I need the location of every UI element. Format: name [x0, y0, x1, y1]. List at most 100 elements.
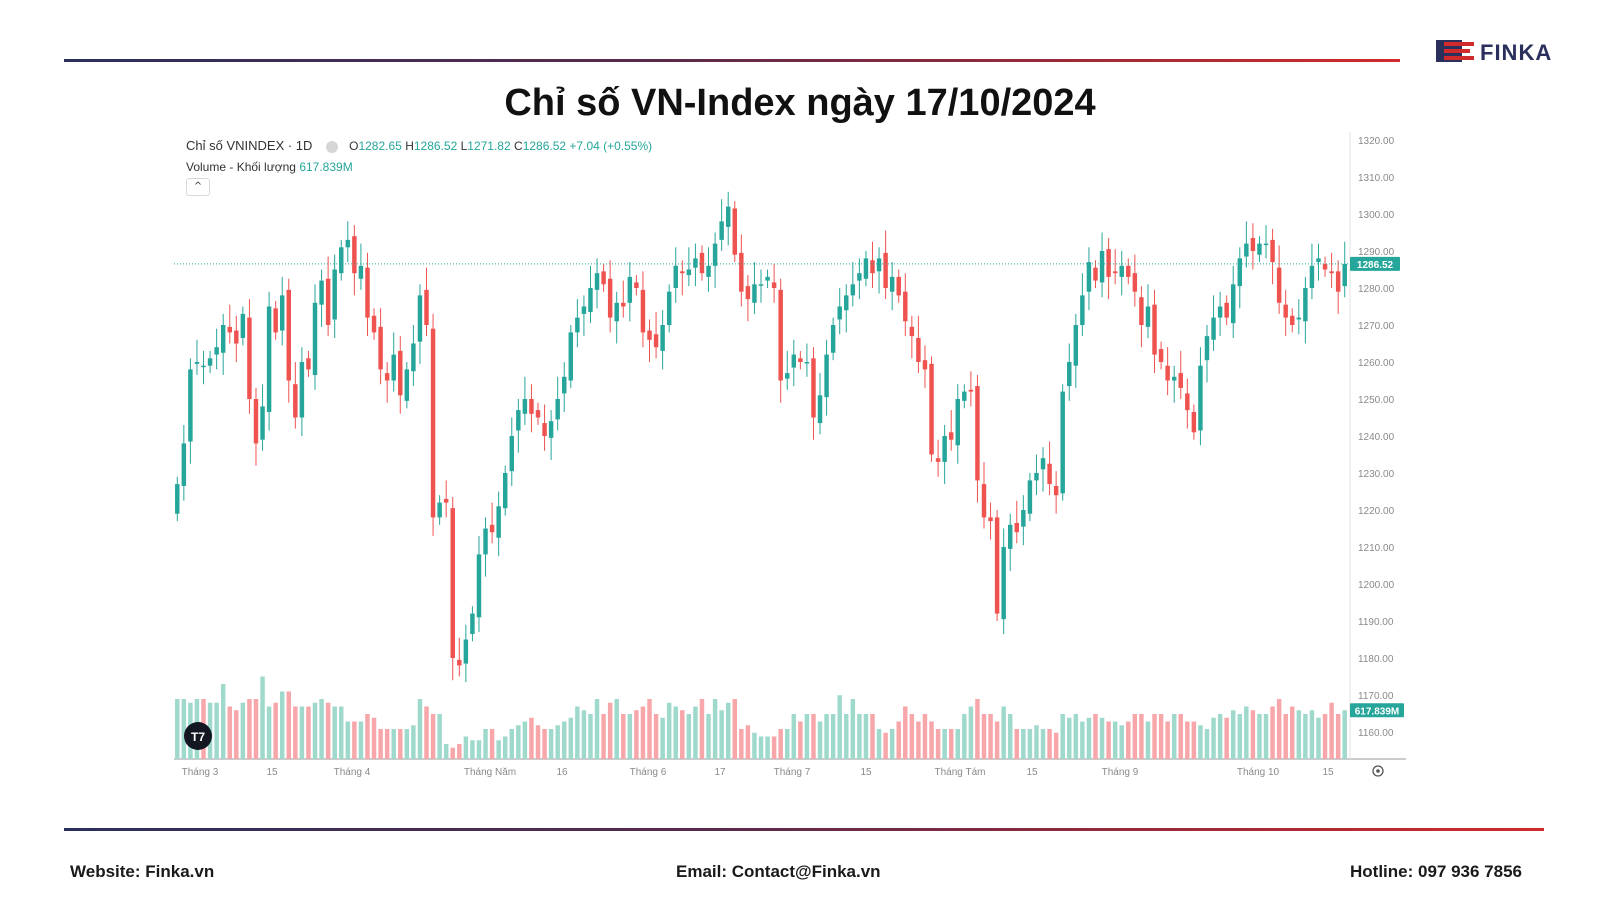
collapse-legend-button[interactable]: ^ — [186, 178, 210, 196]
candle-body — [883, 252, 888, 288]
volume-bar — [1099, 717, 1105, 759]
volume-bar — [286, 691, 292, 759]
candle-body — [942, 436, 947, 462]
volume-bar — [1329, 702, 1334, 759]
candle-body — [666, 291, 672, 325]
candle-body — [745, 286, 751, 300]
candle-body — [660, 325, 665, 351]
candle-body — [1073, 325, 1079, 366]
footer-email[interactable]: Email: Contact@Finka.vn — [676, 862, 881, 881]
volume-bar — [811, 714, 816, 759]
volume-bar — [981, 714, 987, 759]
last-price-label: 1286.52 — [1357, 260, 1394, 271]
volume-bar — [1303, 714, 1308, 759]
low-label: L — [460, 139, 468, 153]
candle-body — [758, 284, 764, 286]
chart-legend: Chỉ số VNINDEX · 1D O1282.65 H1286.52 L1… — [186, 138, 652, 153]
candle-body — [450, 508, 455, 658]
candle-body — [844, 295, 849, 311]
volume-bar — [725, 702, 731, 759]
candle-body — [739, 252, 744, 292]
volume-bar — [457, 744, 462, 759]
volume-bar — [1053, 732, 1059, 759]
candle-body — [1224, 302, 1229, 318]
candle-body — [1283, 304, 1288, 318]
y-tick-label: 1160.00 — [1358, 728, 1394, 739]
candle-body — [1211, 317, 1216, 340]
volume-bar — [804, 714, 810, 759]
candle-body — [994, 517, 1000, 614]
candle-body — [1001, 547, 1006, 620]
candle-body — [319, 280, 324, 305]
y-tick-label: 1280.00 — [1358, 284, 1395, 295]
symbol-label[interactable]: Chỉ số VNINDEX · 1D — [186, 138, 313, 153]
candle-body — [293, 384, 298, 418]
volume-bar — [306, 706, 311, 759]
volume-bar — [647, 699, 652, 759]
last-volume-label: 617.839M — [1355, 706, 1399, 717]
candle-body — [384, 373, 390, 381]
volume-bar — [496, 740, 501, 759]
candle-body — [1119, 265, 1124, 277]
volume-label[interactable]: Volume - Khối lượng — [186, 160, 296, 174]
candle-body — [266, 306, 272, 412]
volume-bar — [430, 714, 436, 759]
candle-body — [568, 332, 574, 381]
legend-toggle-icon[interactable] — [325, 140, 338, 153]
x-tick-label: Tháng Tám — [935, 767, 986, 778]
candle-body — [1185, 393, 1190, 411]
footer-website[interactable]: Website: Finka.vn — [70, 862, 215, 881]
volume-bar — [653, 714, 659, 759]
candle-body — [640, 289, 646, 333]
x-tick-label: Tháng 9 — [1102, 767, 1139, 778]
volume-bar — [1296, 710, 1302, 759]
volume-bar — [502, 736, 508, 759]
volume-bar — [535, 725, 541, 759]
settings-gear-icon[interactable] — [1372, 765, 1384, 777]
candle-body — [575, 317, 580, 333]
volume-bar — [1276, 699, 1282, 759]
last-price-badge — [1350, 256, 1400, 271]
footer-hotline[interactable]: Hotline: 097 936 7856 — [1350, 862, 1522, 881]
candle-body — [752, 284, 757, 303]
volume-bar — [555, 725, 560, 759]
candle-body — [634, 282, 639, 288]
x-tick-label: 17 — [714, 767, 726, 778]
candle-body — [955, 399, 960, 446]
candle-body — [535, 410, 541, 418]
last-volume-badge — [1350, 703, 1404, 718]
candle-body — [175, 484, 180, 514]
volume-bar — [988, 714, 993, 759]
candle-body — [1047, 463, 1052, 485]
candle-body — [404, 369, 410, 401]
volume-bar — [1178, 714, 1183, 759]
candle-body — [1034, 473, 1039, 481]
candle-body — [948, 432, 954, 440]
volume-bar — [798, 721, 803, 759]
candle-body — [1276, 267, 1282, 303]
volume-bar — [1270, 706, 1275, 759]
y-tick-label: 1180.00 — [1358, 654, 1394, 665]
candle-body — [227, 326, 232, 333]
change-value: +7.04 (+0.55%) — [569, 139, 653, 153]
candle-body — [719, 221, 724, 240]
candle-body — [1335, 271, 1341, 292]
candle-body — [562, 376, 567, 394]
candle-body — [516, 410, 521, 431]
volume-bar — [1171, 714, 1177, 759]
price-chart[interactable]: 1320.00 1310.00 1300.00 1290.00 1280.00 1270.… — [170, 132, 1470, 812]
candle-body — [463, 639, 469, 664]
chart-canvas[interactable]: 1320.00 1310.00 1300.00 1290.00 1280.00 1270.… — [170, 132, 1470, 812]
candle-body — [1139, 297, 1144, 325]
candle-body — [430, 328, 436, 518]
x-tick-label: Tháng Năm — [464, 767, 516, 778]
candle-body — [1014, 522, 1020, 533]
candle-body — [437, 502, 442, 518]
candle-body — [502, 473, 508, 509]
candle-body — [798, 358, 803, 362]
volume-value: 617.839M — [299, 160, 353, 174]
candle-body — [988, 517, 993, 522]
x-tick-label: Tháng 4 — [334, 767, 371, 778]
volume-bar — [1165, 721, 1170, 759]
candle-body — [214, 347, 219, 355]
